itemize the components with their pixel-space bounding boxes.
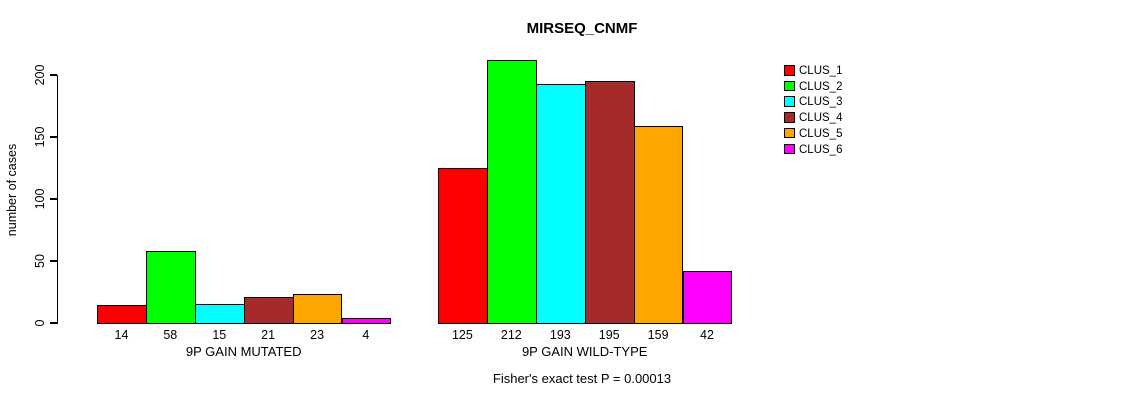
- chart-title: MIRSEQ_CNMF: [526, 20, 638, 37]
- legend-label-clus_1: CLUS_1: [799, 65, 843, 77]
- bar-clus_4-group1: [243, 296, 294, 324]
- fisher-test-annotation: Fisher's exact test P = 0.00013: [492, 371, 672, 386]
- legend-swatch-clus_1: [784, 65, 795, 76]
- y-axis-line: [56, 74, 58, 324]
- y-axis-label: number of cases: [5, 143, 19, 237]
- y-tick-mark: [49, 74, 57, 76]
- bar-value-label: 15: [212, 328, 227, 342]
- y-tick-label: 0: [32, 319, 47, 327]
- legend-swatch-clus_3: [784, 96, 795, 107]
- bar-value-label: 212: [500, 328, 522, 342]
- bar-value-label: 125: [451, 328, 473, 342]
- bar-value-label: 14: [114, 328, 129, 342]
- bar-value-label: 195: [598, 328, 620, 342]
- y-tick-mark: [49, 322, 57, 324]
- y-tick-mark: [49, 260, 57, 262]
- group-label: 9P GAIN MUTATED: [185, 344, 302, 359]
- legend-label-clus_2: CLUS_2: [799, 80, 843, 93]
- bar-clus_4-group2: [584, 81, 635, 324]
- legend-label-clus_4: CLUS_4: [799, 112, 843, 125]
- bar-value-label: 21: [261, 328, 276, 342]
- y-tick-label: 100: [32, 188, 47, 210]
- legend-swatch-clus_5: [784, 127, 795, 139]
- legend-label-clus_5: CLUS_5: [799, 127, 843, 140]
- bar-clus_3-group1: [194, 304, 245, 324]
- bar-value-label: 159: [647, 328, 669, 342]
- legend-label-clus_6: CLUS_6: [799, 143, 843, 156]
- y-tick-label: 50: [32, 253, 47, 268]
- y-tick-label: 150: [32, 126, 47, 148]
- bar-clus_2-group2: [486, 59, 537, 324]
- bar-value-label: 4: [362, 328, 370, 342]
- bar-clus_6-group2: [682, 270, 733, 324]
- bar-value-label: 42: [700, 328, 714, 342]
- legend-label-clus_3: CLUS_3: [799, 96, 843, 109]
- bar-clus_3-group2: [535, 83, 586, 324]
- group-label: 9P GAIN WILD-TYPE: [521, 344, 648, 359]
- bar-value-label: 23: [310, 328, 325, 342]
- bar-clus_1-group1: [97, 305, 147, 324]
- legend-swatch-clus_2: [784, 80, 795, 92]
- legend-swatch-clus_4: [784, 112, 795, 123]
- bar-clus_5-group1: [292, 294, 343, 324]
- legend-swatch-clus_6: [784, 143, 795, 154]
- bar-clus_1-group2: [438, 167, 488, 324]
- y-tick-mark: [49, 198, 57, 200]
- bar-clus_6-group1: [341, 317, 392, 324]
- bar-clus_2-group1: [145, 250, 196, 324]
- bar-clus_5-group2: [633, 125, 684, 324]
- bar-value-label: 193: [549, 328, 571, 342]
- y-tick-mark: [49, 136, 57, 138]
- bar-value-label: 58: [163, 328, 178, 342]
- y-tick-label: 200: [32, 64, 47, 86]
